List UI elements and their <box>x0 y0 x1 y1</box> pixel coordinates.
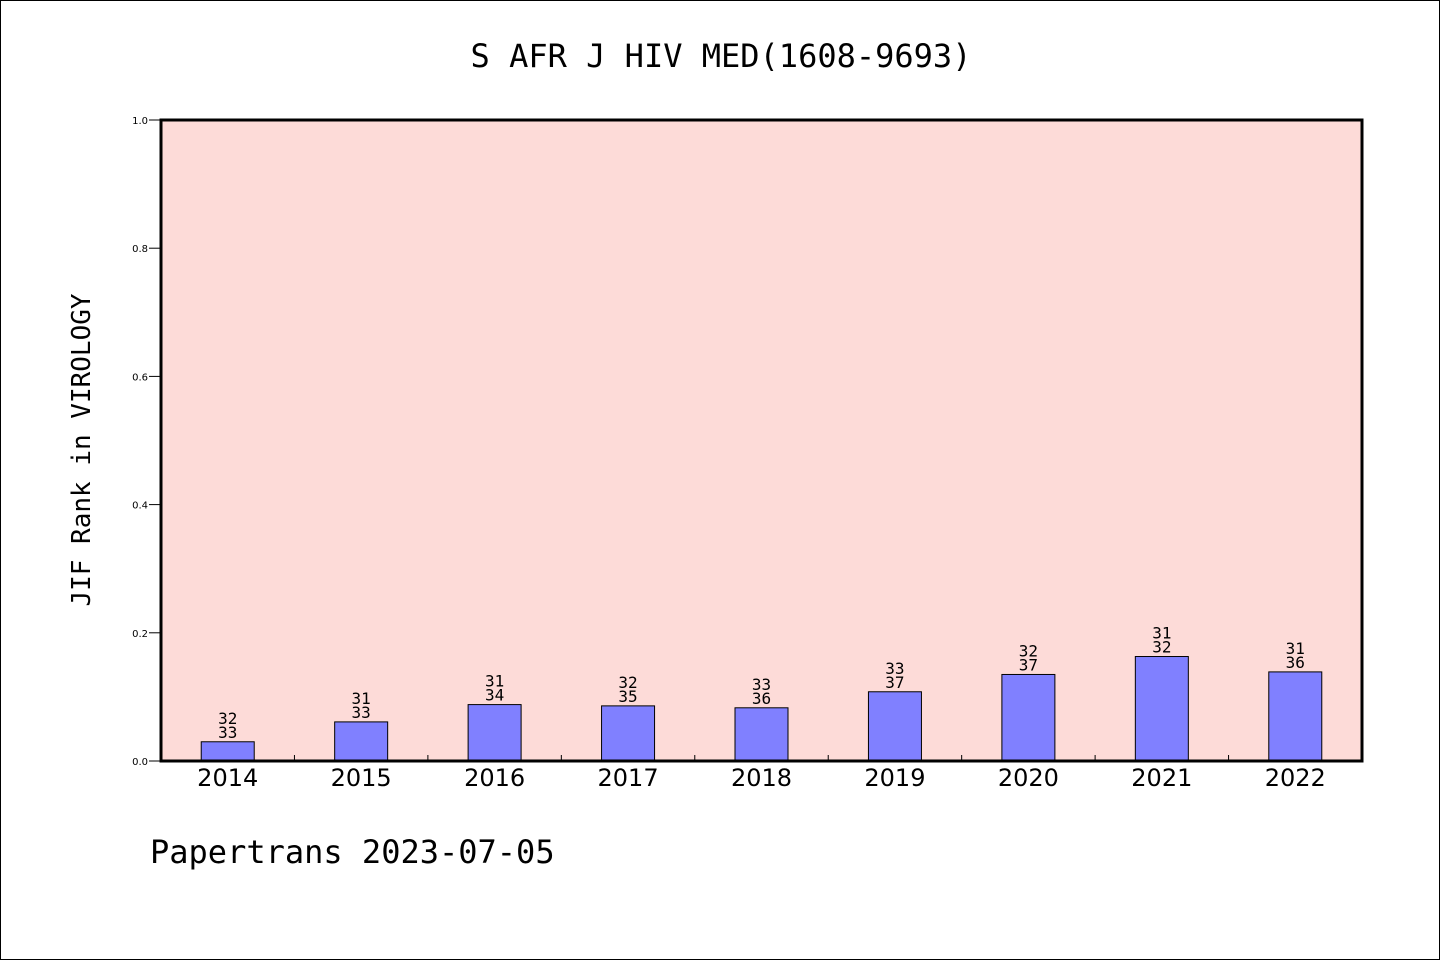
x-tick-label: 2018 <box>731 764 792 792</box>
plot-area <box>161 120 1362 761</box>
bar <box>601 705 656 762</box>
x-tick-label: 2020 <box>998 764 1059 792</box>
bar <box>1268 671 1323 762</box>
x-tick-label: 2015 <box>331 764 392 792</box>
bar <box>467 704 522 762</box>
bar <box>1134 656 1189 762</box>
data-label-total: 33 <box>352 703 371 722</box>
x-tick-label: 2021 <box>1131 764 1192 792</box>
data-label-total: 37 <box>1019 655 1038 674</box>
plot-border <box>159 118 1364 763</box>
data-label-rank: 33 <box>752 675 771 694</box>
y-tick-label: 0.0 <box>132 757 148 768</box>
data-label-rank: 32 <box>1019 641 1038 660</box>
data-label-total: 32 <box>1152 638 1171 657</box>
x-tick-label: 2017 <box>598 764 659 792</box>
data-label-rank: 33 <box>885 659 904 678</box>
x-tick-label: 2019 <box>864 764 925 792</box>
data-label-rank: 31 <box>1152 624 1171 643</box>
y-tick-label: 0.8 <box>132 244 148 255</box>
y-tick-label: 0.4 <box>132 501 148 512</box>
x-tick-label: 2022 <box>1265 764 1326 792</box>
data-label-rank: 31 <box>1286 639 1305 658</box>
y-axis-label: JIF Rank in VIROLOGY <box>67 293 97 606</box>
bar <box>334 721 389 762</box>
data-label-total: 34 <box>485 686 504 705</box>
data-label-total: 33 <box>218 723 237 742</box>
chart-title: S AFR J HIV MED(1608-9693) <box>471 37 972 75</box>
bar <box>200 741 255 762</box>
x-tick-label: 2014 <box>197 764 258 792</box>
bar <box>867 691 922 762</box>
data-label-rank: 31 <box>352 689 371 708</box>
y-tick-label: 0.6 <box>132 372 148 383</box>
footer-credit: Papertrans 2023-07-05 <box>150 833 555 871</box>
bar <box>1001 673 1056 762</box>
data-label-total: 37 <box>885 673 904 692</box>
data-label-total: 35 <box>618 687 637 706</box>
data-label-rank: 32 <box>218 709 237 728</box>
y-tick-label: 0.2 <box>132 629 148 640</box>
data-label-total: 36 <box>1286 653 1305 672</box>
chart-marks: 0.00.20.40.60.81.03332201433312015343120… <box>132 116 1326 792</box>
data-label-rank: 31 <box>485 672 504 691</box>
x-tick-label: 2016 <box>464 764 525 792</box>
bar <box>734 707 789 762</box>
y-tick-label: 1.0 <box>132 116 148 127</box>
data-label-total: 36 <box>752 689 771 708</box>
data-label-rank: 32 <box>618 673 637 692</box>
